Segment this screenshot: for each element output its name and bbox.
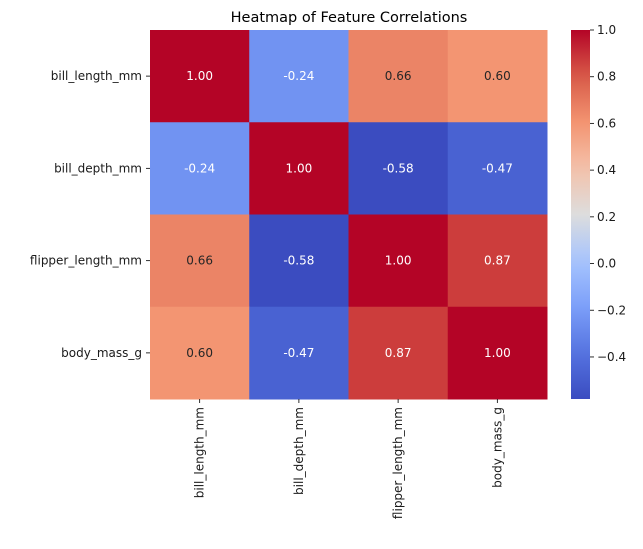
cell-annotation: 0.60 bbox=[484, 69, 511, 83]
cell-annotation: -0.47 bbox=[482, 161, 513, 175]
heatmap-cell bbox=[447, 122, 548, 215]
cell-annotation: -0.47 bbox=[283, 346, 314, 360]
colorbar-tick-label: 0.0 bbox=[597, 257, 616, 271]
heatmap-cell bbox=[150, 214, 250, 308]
x-axis: bill_length_mm bill_depth_mm flipper_lengt… bbox=[193, 399, 504, 519]
colorbar-tick-label: −0.4 bbox=[597, 350, 626, 364]
y-axis: bill_length_mm bill_depth_mm flipper_lengt… bbox=[30, 69, 150, 360]
cell-annotation: 0.60 bbox=[186, 346, 213, 360]
cell-annotations: 1.00 -0.24 0.66 0.60 -0.24 1.00 -0.58 -0.47 0.66… bbox=[184, 69, 513, 360]
cell-annotation: 1.00 bbox=[286, 161, 313, 175]
heatmap-cell bbox=[249, 214, 349, 308]
cell-annotation: -0.24 bbox=[283, 69, 314, 83]
x-tick-label: body_mass_g bbox=[490, 407, 504, 488]
cell-annotation: 0.66 bbox=[385, 69, 412, 83]
colorbar-tick-label: 0.4 bbox=[597, 163, 616, 177]
y-tick-label: flipper_length_mm bbox=[30, 254, 142, 268]
heatmap-cell bbox=[150, 30, 250, 123]
heatmap-cell bbox=[249, 122, 349, 215]
cell-annotation: 1.00 bbox=[484, 346, 511, 360]
y-tick-label: body_mass_g bbox=[61, 346, 142, 360]
colorbar-tick-label: −0.2 bbox=[597, 303, 626, 317]
heatmap-cell bbox=[348, 122, 449, 215]
colorbar-tick-label: 0.6 bbox=[597, 116, 616, 130]
y-tick-label: bill_length_mm bbox=[51, 69, 142, 83]
cell-annotation: 0.87 bbox=[484, 254, 511, 268]
heatmap-cell bbox=[447, 306, 548, 400]
x-tick-label: bill_depth_mm bbox=[292, 407, 306, 495]
heatmap-cell bbox=[348, 306, 449, 400]
colorbar-tick-label: 1.0 bbox=[597, 23, 616, 37]
colorbar-tick-label: 0.2 bbox=[597, 210, 616, 224]
cell-annotation: -0.58 bbox=[383, 161, 414, 175]
heatmap-cell bbox=[249, 306, 349, 400]
x-tick-label: bill_length_mm bbox=[193, 407, 207, 498]
colorbar: 1.0 0.8 0.6 0.4 0.2 0.0 −0.2 −0.4 bbox=[571, 23, 626, 399]
heatmap-cell bbox=[447, 30, 548, 123]
colorbar-gradient bbox=[571, 30, 590, 399]
cell-annotation: 0.87 bbox=[385, 346, 412, 360]
heatmap-cells bbox=[150, 30, 548, 400]
cell-annotation: -0.58 bbox=[283, 254, 314, 268]
heatmap-cell bbox=[150, 306, 250, 400]
cell-annotation: 0.66 bbox=[186, 254, 213, 268]
colorbar-tick-label: 0.8 bbox=[597, 70, 616, 84]
chart-title: Heatmap of Feature Correlations bbox=[231, 10, 468, 26]
cell-annotation: 1.00 bbox=[385, 254, 412, 268]
heatmap-cell bbox=[150, 122, 250, 215]
heatmap-cell bbox=[249, 30, 349, 123]
cell-annotation: -0.24 bbox=[184, 161, 215, 175]
heatmap-cell bbox=[348, 30, 449, 123]
heatmap-cell bbox=[447, 214, 548, 308]
x-tick-label: flipper_length_mm bbox=[391, 407, 405, 519]
y-tick-label: bill_depth_mm bbox=[54, 161, 142, 175]
cell-annotation: 1.00 bbox=[186, 69, 213, 83]
heatmap-cell bbox=[348, 214, 449, 308]
